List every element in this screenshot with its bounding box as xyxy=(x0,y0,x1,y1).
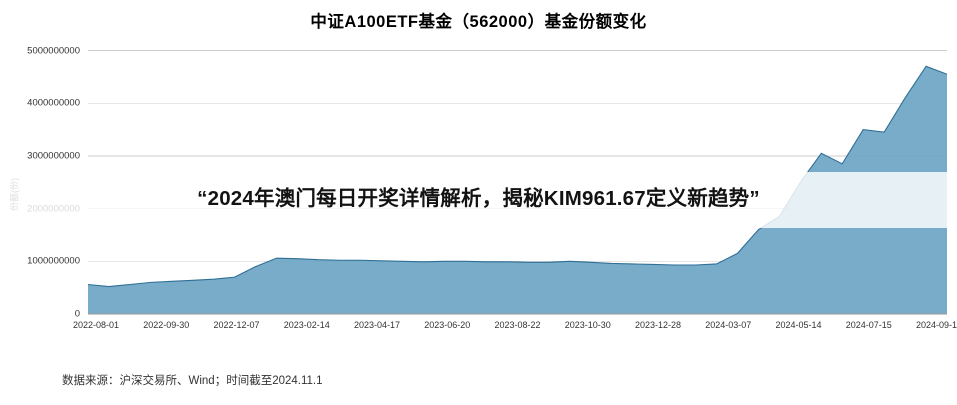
y-tick-label: 5000000000 xyxy=(27,45,80,57)
x-tick-label: 2024-05-14 xyxy=(775,320,822,330)
source-note: 数据来源：沪深交易所、Wind；时间截至2024.11.1 xyxy=(62,375,323,387)
x-tick-label: 2024-03-07 xyxy=(705,320,752,330)
x-tick-label: 2022-08-01 xyxy=(72,320,120,330)
watermark-text: “2024年澳门每日开奖详情解析，揭秘KIM961.67定义新趋势” xyxy=(197,187,760,210)
y-tick-label: 4000000000 xyxy=(27,97,80,109)
x-tick-label: 2023-08-22 xyxy=(494,320,541,330)
x-tick-label: 2023-02-14 xyxy=(283,320,330,330)
chart-title: 中证A100ETF基金（562000）基金份额变化 xyxy=(310,13,647,31)
x-tick-label: 2023-12-28 xyxy=(634,320,682,330)
x-tick-label: 2022-12-07 xyxy=(213,320,260,330)
watermark-band xyxy=(0,172,957,228)
x-tick-label: 2022-09-30 xyxy=(143,320,190,330)
y-tick-label: 0 xyxy=(74,308,80,320)
y-tick-label: 1000000000 xyxy=(27,255,80,267)
x-tick-label: 2023-10-30 xyxy=(564,320,611,330)
y-tick-label: 3000000000 xyxy=(27,150,80,162)
x-tick-label: 2024-09-12 xyxy=(915,320,957,330)
x-tick-label: 2023-06-20 xyxy=(424,320,471,330)
x-tick-label: 2024-07-15 xyxy=(845,320,892,330)
x-tick-label: 2023-04-17 xyxy=(353,320,401,330)
